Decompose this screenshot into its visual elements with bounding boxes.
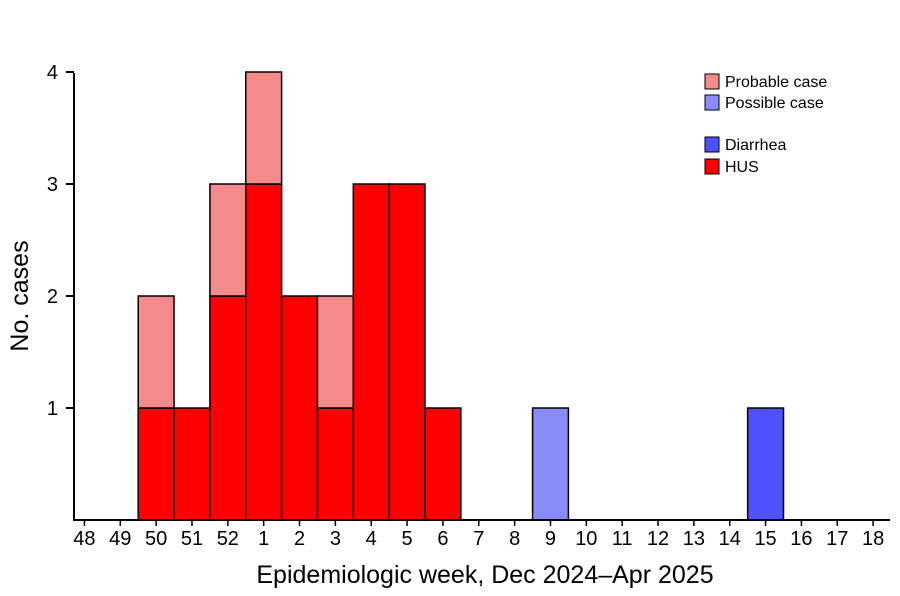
x-axis-title: Epidemiologic week, Dec 2024–Apr 2025 [256,561,713,589]
x-tick-label: 50 [145,528,167,550]
x-tick-label: 8 [509,528,520,550]
y-tick-label: 3 [47,174,58,196]
y-ticks: 1 2 3 4 [47,62,74,420]
y-tick-label: 1 [47,398,58,420]
x-tick-label: 10 [575,528,597,550]
bar-probable-case-week-1 [245,71,283,185]
x-tick-label: 9 [545,528,556,550]
bar-hus-week-2 [280,295,319,521]
bar-hus-week-3 [316,407,355,521]
x-tick-label: 1 [258,528,269,550]
x-tick-label: 14 [719,528,741,550]
x-ticks: 48 49 50 51 52 1 2 3 4 5 6 7 8 9 10 11 12 13 14 15 16 17 18 [73,520,884,550]
legend-label: Possible case [725,95,824,112]
x-tick-label: 15 [754,528,776,550]
bars-layer [137,71,785,521]
bar-probable-case-week-3 [316,295,355,409]
bar-diarrhea-week-15 [746,407,785,521]
x-tick-label: 4 [366,528,377,550]
x-tick-label: 51 [181,528,203,550]
x-tick-label: 6 [437,528,448,550]
x-tick-label: 2 [294,528,305,550]
bar-hus-week-50 [137,407,175,521]
bar-hus-week-51 [173,407,211,521]
x-tick-label: 7 [473,528,484,550]
bar-hus-week-5 [388,183,426,521]
bar-hus-week-52 [209,295,247,521]
legend-label: Probable case [725,74,827,91]
x-tick-label: 13 [683,528,705,550]
bar-probable-case-week-52 [209,183,247,297]
x-tick-label: 12 [647,528,669,550]
bar-hus-week-1 [245,183,283,521]
bar-hus-week-6 [424,407,462,521]
bar-probable-case-week-50 [137,295,175,409]
y-tick-label: 4 [47,62,58,84]
y-tick-label: 2 [47,286,58,308]
x-tick-label: 16 [790,528,812,550]
legend-swatch [704,158,720,175]
legend-label: HUS [725,159,759,176]
y-axis-title: No. cases [6,240,34,351]
x-tick-label: 5 [402,528,413,550]
legend-label: Diarrhea [725,137,786,154]
x-tick-label: 52 [217,528,239,550]
x-tick-label: 49 [109,528,131,550]
x-tick-label: 48 [73,528,95,550]
legend: Probable case Possible case Diarrhea HUS [704,73,827,176]
bar-possible-case-week-9 [531,407,570,521]
bar-hus-week-4 [352,183,390,521]
x-tick-label: 18 [862,528,884,550]
x-tick-label: 3 [330,528,341,550]
legend-swatch [704,136,720,153]
x-tick-label: 11 [612,528,633,550]
legend-swatch [704,73,720,90]
x-tick-label: 17 [826,528,848,550]
legend-swatch [704,94,720,111]
